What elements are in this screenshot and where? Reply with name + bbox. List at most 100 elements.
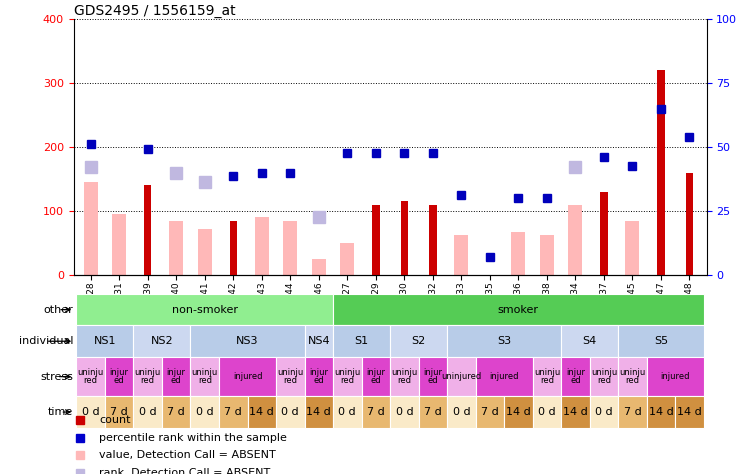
Bar <box>77 326 133 357</box>
Text: injur
ed: injur ed <box>167 368 185 385</box>
Text: injured: injured <box>233 372 262 381</box>
Bar <box>475 357 533 396</box>
Text: 7 d: 7 d <box>367 407 385 417</box>
Text: injur
ed: injur ed <box>110 368 129 385</box>
Text: value, Detection Call = ABSENT: value, Detection Call = ABSENT <box>99 450 276 460</box>
Bar <box>219 357 276 396</box>
Bar <box>447 357 475 396</box>
Text: 0 d: 0 d <box>595 407 613 417</box>
Bar <box>77 396 105 428</box>
Text: 0 d: 0 d <box>538 407 556 417</box>
Bar <box>191 357 219 396</box>
Bar <box>686 173 693 275</box>
Text: NS2: NS2 <box>151 336 173 346</box>
Text: S3: S3 <box>497 336 512 346</box>
Text: S2: S2 <box>411 336 425 346</box>
Bar <box>333 396 361 428</box>
Bar <box>540 235 554 275</box>
Text: 0 d: 0 d <box>82 407 99 417</box>
Text: uninju
red: uninju red <box>77 368 104 385</box>
Bar <box>105 396 133 428</box>
Bar <box>390 326 447 357</box>
Text: 7 d: 7 d <box>167 407 185 417</box>
Bar <box>340 243 354 275</box>
Text: S4: S4 <box>582 336 597 346</box>
Bar <box>198 229 212 275</box>
Text: uninju
red: uninju red <box>619 368 645 385</box>
Bar <box>255 218 269 275</box>
Text: non-smoker: non-smoker <box>171 305 238 315</box>
Bar <box>305 357 333 396</box>
Text: 7 d: 7 d <box>110 407 128 417</box>
Bar <box>647 396 675 428</box>
Text: uninju
red: uninju red <box>334 368 361 385</box>
Bar <box>247 396 276 428</box>
Text: 14 d: 14 d <box>306 407 331 417</box>
Text: 14 d: 14 d <box>677 407 702 417</box>
Bar <box>400 201 408 275</box>
Bar <box>84 182 98 275</box>
Text: time: time <box>48 407 73 417</box>
Bar <box>133 357 162 396</box>
Bar <box>361 396 390 428</box>
Bar <box>429 205 436 275</box>
Bar <box>276 357 305 396</box>
Text: S1: S1 <box>355 336 369 346</box>
Bar <box>590 396 618 428</box>
Text: uninju
red: uninju red <box>135 368 161 385</box>
Text: injur
ed: injur ed <box>309 368 328 385</box>
Text: 0 d: 0 d <box>395 407 413 417</box>
Bar <box>419 357 447 396</box>
Bar <box>191 326 305 357</box>
Bar <box>533 357 561 396</box>
Text: other: other <box>43 305 73 315</box>
Text: 14 d: 14 d <box>648 407 673 417</box>
Bar <box>568 205 582 275</box>
Bar <box>390 396 419 428</box>
Bar <box>230 220 237 275</box>
Bar <box>590 357 618 396</box>
Text: 0 d: 0 d <box>139 407 157 417</box>
Text: uninju
red: uninju red <box>277 368 303 385</box>
Bar <box>219 396 247 428</box>
Bar <box>657 70 665 275</box>
Text: stress: stress <box>40 372 73 382</box>
Text: individual: individual <box>18 336 73 346</box>
Bar <box>454 235 468 275</box>
Bar <box>512 232 526 275</box>
Text: 14 d: 14 d <box>563 407 588 417</box>
Text: injur
ed: injur ed <box>566 368 585 385</box>
Bar <box>475 396 504 428</box>
Bar <box>162 357 191 396</box>
Text: 7 d: 7 d <box>224 407 242 417</box>
Bar <box>618 357 647 396</box>
Text: injur
ed: injur ed <box>367 368 386 385</box>
Text: uninju
red: uninju red <box>534 368 560 385</box>
Text: uninjured: uninjured <box>442 372 481 381</box>
Bar <box>305 326 333 357</box>
Text: NS3: NS3 <box>236 336 259 346</box>
Bar <box>447 396 475 428</box>
Text: 7 d: 7 d <box>424 407 442 417</box>
Bar <box>600 192 608 275</box>
Text: NS1: NS1 <box>93 336 116 346</box>
Bar <box>561 357 590 396</box>
Bar <box>77 294 333 326</box>
Text: uninju
red: uninju red <box>392 368 417 385</box>
Text: uninju
red: uninju red <box>191 368 218 385</box>
Bar <box>169 220 183 275</box>
Bar <box>390 357 419 396</box>
Bar <box>305 396 333 428</box>
Text: 0 d: 0 d <box>453 407 470 417</box>
Bar <box>162 396 191 428</box>
Bar <box>618 326 704 357</box>
Text: 14 d: 14 d <box>506 407 531 417</box>
Bar <box>372 205 380 275</box>
Bar <box>105 357 133 396</box>
Text: count: count <box>99 415 130 425</box>
Bar <box>675 396 704 428</box>
Bar <box>144 185 152 275</box>
Bar <box>191 396 219 428</box>
Text: injured: injured <box>489 372 519 381</box>
Bar <box>133 396 162 428</box>
